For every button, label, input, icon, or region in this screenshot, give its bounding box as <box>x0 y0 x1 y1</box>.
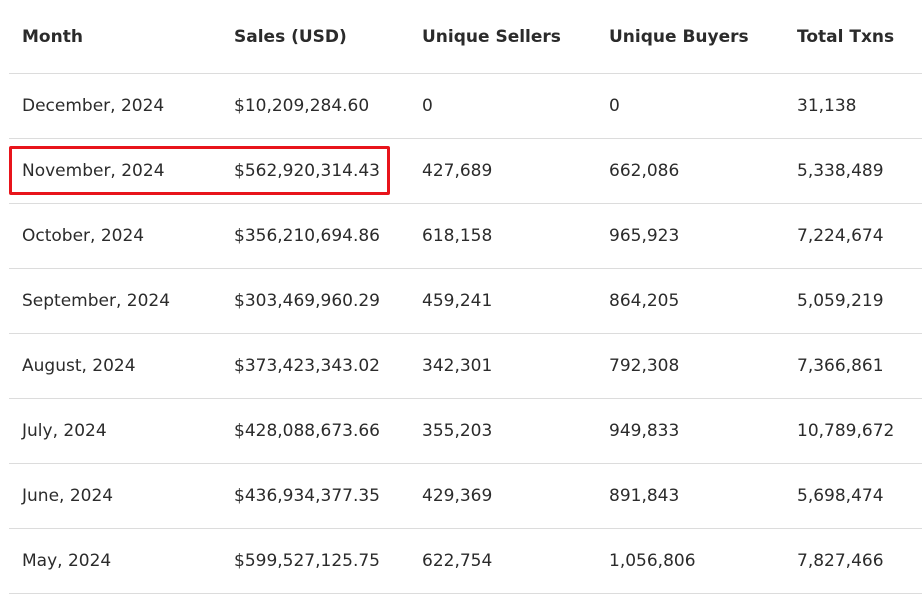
cell-month: August, 2024 <box>22 356 136 376</box>
cell-sales: $356,210,694.86 <box>234 226 381 246</box>
column-header-total-txns[interactable]: Total Txns <box>797 26 895 47</box>
table-row: June, 2024 $436,934,377.35 429,369 891,8… <box>9 464 922 529</box>
table-row: August, 2024 $373,423,343.02 342,301 792… <box>9 334 922 399</box>
cell-sales: $373,423,343.02 <box>234 356 381 376</box>
cell-total-txns: 7,224,674 <box>797 226 884 246</box>
cell-unique-sellers: 429,369 <box>422 486 493 506</box>
cell-unique-buyers: 891,843 <box>609 486 680 506</box>
column-header-unique-buyers[interactable]: Unique Buyers <box>609 26 749 47</box>
cell-sales: $10,209,284.60 <box>234 96 370 116</box>
table-row: May, 2024 $599,527,125.75 622,754 1,056,… <box>9 529 922 594</box>
cell-unique-sellers: 427,689 <box>422 161 493 181</box>
column-header-sales[interactable]: Sales (USD) <box>234 26 347 47</box>
cell-unique-sellers: 0 <box>422 96 433 116</box>
cell-total-txns: 5,698,474 <box>797 486 884 506</box>
cell-unique-buyers: 1,056,806 <box>609 551 696 571</box>
cell-unique-buyers: 662,086 <box>609 161 680 181</box>
cell-total-txns: 7,366,861 <box>797 356 884 376</box>
cell-sales: $436,934,377.35 <box>234 486 381 506</box>
cell-month: June, 2024 <box>22 486 114 506</box>
cell-unique-sellers: 355,203 <box>422 421 493 441</box>
cell-month: September, 2024 <box>22 291 171 311</box>
cell-unique-buyers: 864,205 <box>609 291 680 311</box>
cell-total-txns: 5,338,489 <box>797 161 884 181</box>
cell-unique-buyers: 965,923 <box>609 226 680 246</box>
table-row: July, 2024 $428,088,673.66 355,203 949,8… <box>9 399 922 464</box>
table-row: September, 2024 $303,469,960.29 459,241 … <box>9 269 922 334</box>
column-header-unique-sellers[interactable]: Unique Sellers <box>422 26 561 47</box>
cell-total-txns: 31,138 <box>797 96 857 116</box>
cell-unique-sellers: 618,158 <box>422 226 493 246</box>
cell-total-txns: 5,059,219 <box>797 291 884 311</box>
table-row: October, 2024 $356,210,694.86 618,158 96… <box>9 204 922 269</box>
cell-month: July, 2024 <box>22 421 107 441</box>
monthly-sales-table: Month Sales (USD) Unique Sellers Unique … <box>9 0 922 594</box>
cell-unique-buyers: 792,308 <box>609 356 680 376</box>
cell-unique-buyers: 0 <box>609 96 620 116</box>
cell-unique-sellers: 622,754 <box>422 551 493 571</box>
cell-unique-sellers: 342,301 <box>422 356 493 376</box>
cell-month: October, 2024 <box>22 226 145 246</box>
table-row: December, 2024 $10,209,284.60 0 0 31,138 <box>9 74 922 139</box>
cell-sales: $303,469,960.29 <box>234 291 381 311</box>
cell-sales: $428,088,673.66 <box>234 421 381 441</box>
cell-month: December, 2024 <box>22 96 165 116</box>
table-header-row: Month Sales (USD) Unique Sellers Unique … <box>9 0 922 74</box>
column-header-month[interactable]: Month <box>22 26 83 47</box>
cell-total-txns: 10,789,672 <box>797 421 895 441</box>
table-row: November, 2024 $562,920,314.43 427,689 6… <box>9 139 922 204</box>
cell-sales: $599,527,125.75 <box>234 551 381 571</box>
cell-month: May, 2024 <box>22 551 112 571</box>
cell-unique-buyers: 949,833 <box>609 421 680 441</box>
cell-month: November, 2024 <box>22 161 165 181</box>
cell-unique-sellers: 459,241 <box>422 291 493 311</box>
cell-sales: $562,920,314.43 <box>234 161 381 181</box>
cell-total-txns: 7,827,466 <box>797 551 884 571</box>
